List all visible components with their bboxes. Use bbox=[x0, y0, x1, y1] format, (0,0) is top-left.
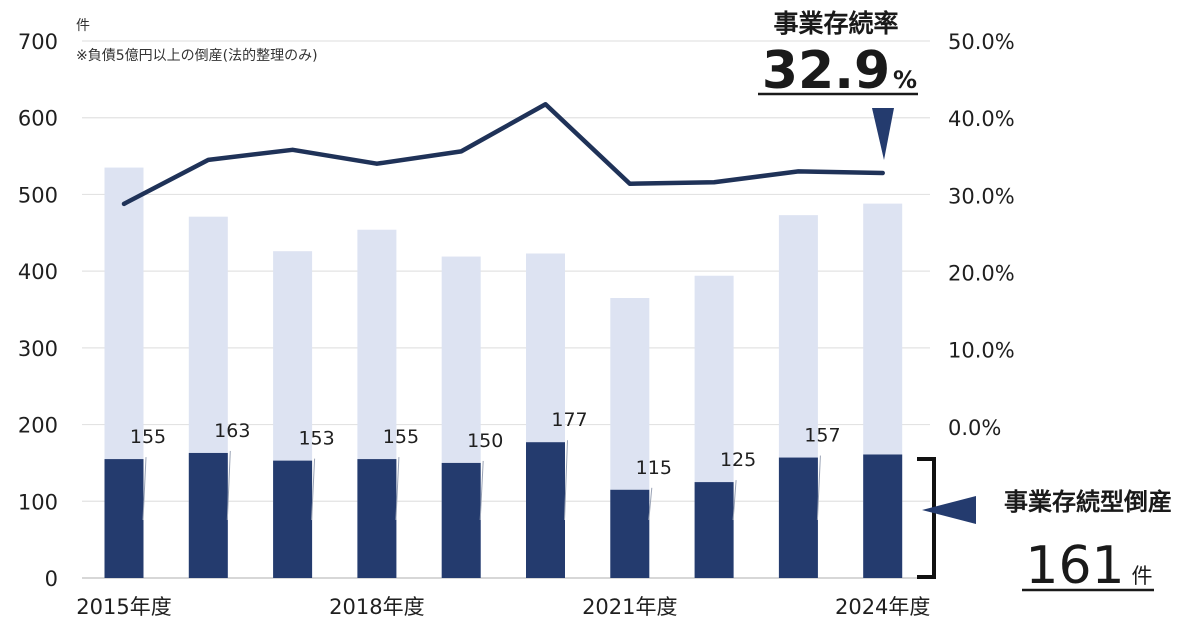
left-tick-label: 0 bbox=[45, 567, 58, 591]
right-axis-ticks: 0.0% 10.0% 20.0% 30.0% 40.0% 50.0% bbox=[948, 30, 1015, 440]
rate-title: 事業存続率 bbox=[773, 9, 898, 38]
continuation-bar bbox=[441, 462, 481, 578]
x-tick-label: 2021年度 bbox=[582, 595, 677, 619]
left-tick-label: 300 bbox=[18, 337, 58, 361]
continuation-bar bbox=[357, 459, 397, 578]
bankruptcy-bracket bbox=[917, 457, 936, 579]
label-leader-line bbox=[311, 458, 316, 521]
bar-value-label: 157 bbox=[804, 425, 840, 447]
label-leader-line bbox=[648, 487, 653, 521]
continuation-bar bbox=[610, 489, 650, 578]
label-leader-line bbox=[226, 450, 231, 521]
continuation-bar bbox=[694, 482, 734, 578]
x-tick-label: 2018年度 bbox=[329, 595, 424, 619]
y-unit-label: 件 bbox=[76, 18, 90, 34]
left-tick-label: 500 bbox=[18, 183, 58, 207]
label-leader-line bbox=[564, 440, 568, 521]
chart-note: ※負債5億円以上の倒産(法的整理のみ) bbox=[76, 48, 318, 64]
bankruptcy-title: 事業存続型倒産 bbox=[1004, 488, 1172, 516]
left-axis-ticks: 0 100 200 300 400 500 600 700 bbox=[18, 30, 58, 591]
right-tick-label: 40.0% bbox=[948, 107, 1015, 131]
label-leader-line bbox=[142, 457, 147, 521]
label-leader-line bbox=[479, 460, 484, 521]
left-tick-label: 200 bbox=[18, 414, 58, 438]
right-tick-label: 20.0% bbox=[948, 262, 1015, 286]
label-leader-line bbox=[816, 455, 821, 521]
label-leader-line bbox=[395, 457, 400, 521]
continuation-bar bbox=[778, 457, 818, 578]
right-tick-label: 30.0% bbox=[948, 184, 1015, 208]
left-tick-label: 600 bbox=[18, 107, 58, 131]
rate-pointer bbox=[872, 108, 894, 160]
continuation-rate-line bbox=[121, 102, 885, 207]
right-tick-label: 0.0% bbox=[948, 416, 1001, 440]
bar-value-label: 153 bbox=[298, 428, 334, 450]
continuation-bar bbox=[526, 442, 565, 578]
continuation-bar bbox=[863, 454, 903, 578]
continuation-bar bbox=[188, 452, 228, 578]
bar-value-label: 125 bbox=[720, 449, 756, 471]
bar-value-label: 163 bbox=[214, 420, 250, 442]
bar-value-labels: 155 163 153 155 150 177 115 125 157 bbox=[130, 409, 841, 521]
x-tick-label: 2015年度 bbox=[76, 595, 171, 619]
right-tick-label: 10.0% bbox=[948, 339, 1015, 363]
continuation-bar bbox=[273, 460, 313, 578]
rate-value: 32.9 bbox=[762, 41, 890, 101]
continuation-bars bbox=[104, 442, 903, 578]
bar-value-label: 150 bbox=[467, 430, 503, 452]
bankruptcy-unit: 件 bbox=[1132, 564, 1153, 588]
bar-value-label: 177 bbox=[551, 409, 587, 431]
bankruptcy-pointer bbox=[922, 496, 976, 524]
left-tick-label: 700 bbox=[18, 30, 58, 54]
bankruptcy-value: 161 bbox=[1025, 536, 1124, 596]
rate-unit: % bbox=[893, 66, 917, 94]
bar-value-label: 155 bbox=[383, 426, 419, 448]
x-tick-label: 2024年度 bbox=[835, 595, 930, 619]
bar-value-label: 115 bbox=[636, 457, 672, 479]
left-tick-label: 400 bbox=[18, 260, 58, 284]
label-leader-line bbox=[732, 480, 737, 521]
continuation-bar bbox=[104, 459, 144, 578]
left-tick-label: 100 bbox=[18, 490, 58, 514]
continuation-rate-line-group bbox=[121, 102, 885, 207]
right-tick-label: 50.0% bbox=[948, 30, 1015, 54]
x-axis-ticks: 2015年度 2018年度 2021年度 2024年度 bbox=[76, 595, 930, 619]
bar-value-label: 155 bbox=[130, 426, 166, 448]
